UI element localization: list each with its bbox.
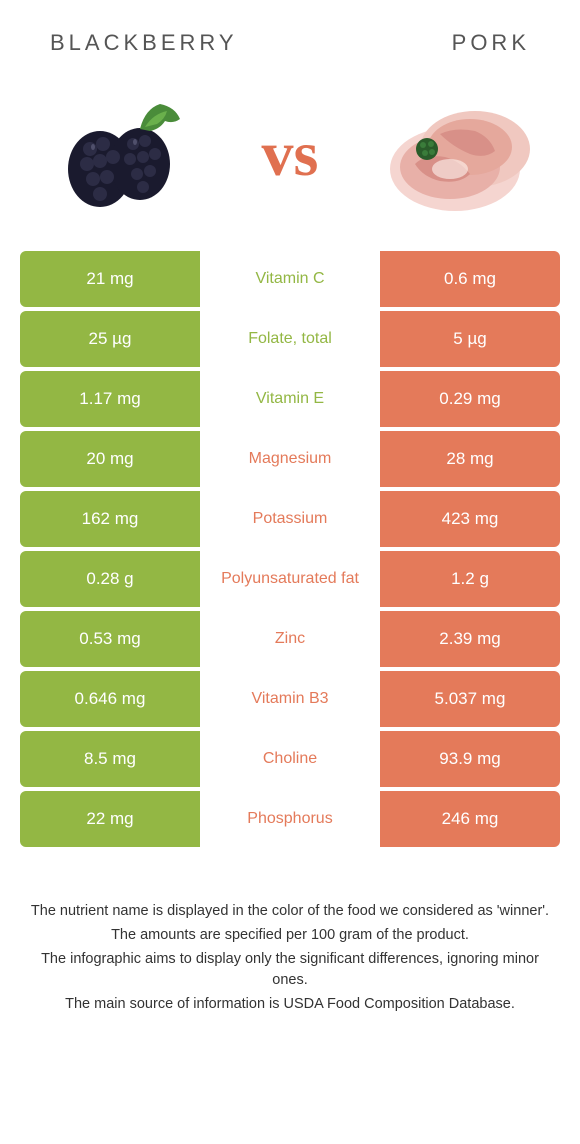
nutrient-label: Zinc: [200, 611, 380, 667]
right-value: 1.2 g: [380, 551, 560, 607]
table-row: 21 mgVitamin C0.6 mg: [20, 251, 560, 307]
table-row: 0.646 mgVitamin B35.037 mg: [20, 671, 560, 727]
footer-line-2: The amounts are specified per 100 gram o…: [30, 925, 550, 947]
right-value: 0.6 mg: [380, 251, 560, 307]
left-value: 8.5 mg: [20, 731, 200, 787]
right-value: 2.39 mg: [380, 611, 560, 667]
footer-line-1: The nutrient name is displayed in the co…: [30, 901, 550, 923]
nutrient-label: Polyunsaturated fat: [200, 551, 380, 607]
vs-label: vs: [262, 117, 319, 191]
nutrient-label: Vitamin E: [200, 371, 380, 427]
left-value: 162 mg: [20, 491, 200, 547]
pork-image: [370, 79, 550, 229]
left-value: 1.17 mg: [20, 371, 200, 427]
right-value: 5.037 mg: [380, 671, 560, 727]
footer-line-4: The main source of information is USDA F…: [30, 994, 550, 1016]
left-value: 20 mg: [20, 431, 200, 487]
table-row: 0.28 gPolyunsaturated fat1.2 g: [20, 551, 560, 607]
nutrient-label: Folate, total: [200, 311, 380, 367]
nutrition-table: 21 mgVitamin C0.6 mg25 µgFolate, total5 …: [20, 251, 560, 847]
left-food-title: BLACKBERRY: [50, 30, 238, 56]
left-value: 21 mg: [20, 251, 200, 307]
table-row: 0.53 mgZinc2.39 mg: [20, 611, 560, 667]
footer-notes: The nutrient name is displayed in the co…: [0, 851, 580, 1038]
header: BLACKBERRY PORK: [0, 0, 580, 71]
left-value: 0.646 mg: [20, 671, 200, 727]
right-value: 423 mg: [380, 491, 560, 547]
nutrient-label: Magnesium: [200, 431, 380, 487]
left-value: 0.28 g: [20, 551, 200, 607]
table-row: 8.5 mgCholine93.9 mg: [20, 731, 560, 787]
table-row: 22 mgPhosphorus246 mg: [20, 791, 560, 847]
right-value: 93.9 mg: [380, 731, 560, 787]
nutrient-label: Potassium: [200, 491, 380, 547]
table-row: 20 mgMagnesium28 mg: [20, 431, 560, 487]
footer-line-3: The infographic aims to display only the…: [30, 949, 550, 993]
right-value: 5 µg: [380, 311, 560, 367]
nutrient-label: Phosphorus: [200, 791, 380, 847]
table-row: 162 mgPotassium423 mg: [20, 491, 560, 547]
left-value: 0.53 mg: [20, 611, 200, 667]
right-value: 28 mg: [380, 431, 560, 487]
left-value: 22 mg: [20, 791, 200, 847]
images-row: vs: [0, 71, 580, 251]
right-food-title: PORK: [452, 30, 530, 56]
left-value: 25 µg: [20, 311, 200, 367]
nutrient-label: Vitamin C: [200, 251, 380, 307]
right-value: 246 mg: [380, 791, 560, 847]
right-value: 0.29 mg: [380, 371, 560, 427]
table-row: 25 µgFolate, total5 µg: [20, 311, 560, 367]
table-row: 1.17 mgVitamin E0.29 mg: [20, 371, 560, 427]
blackberry-image: [30, 79, 210, 229]
nutrient-label: Choline: [200, 731, 380, 787]
nutrient-label: Vitamin B3: [200, 671, 380, 727]
